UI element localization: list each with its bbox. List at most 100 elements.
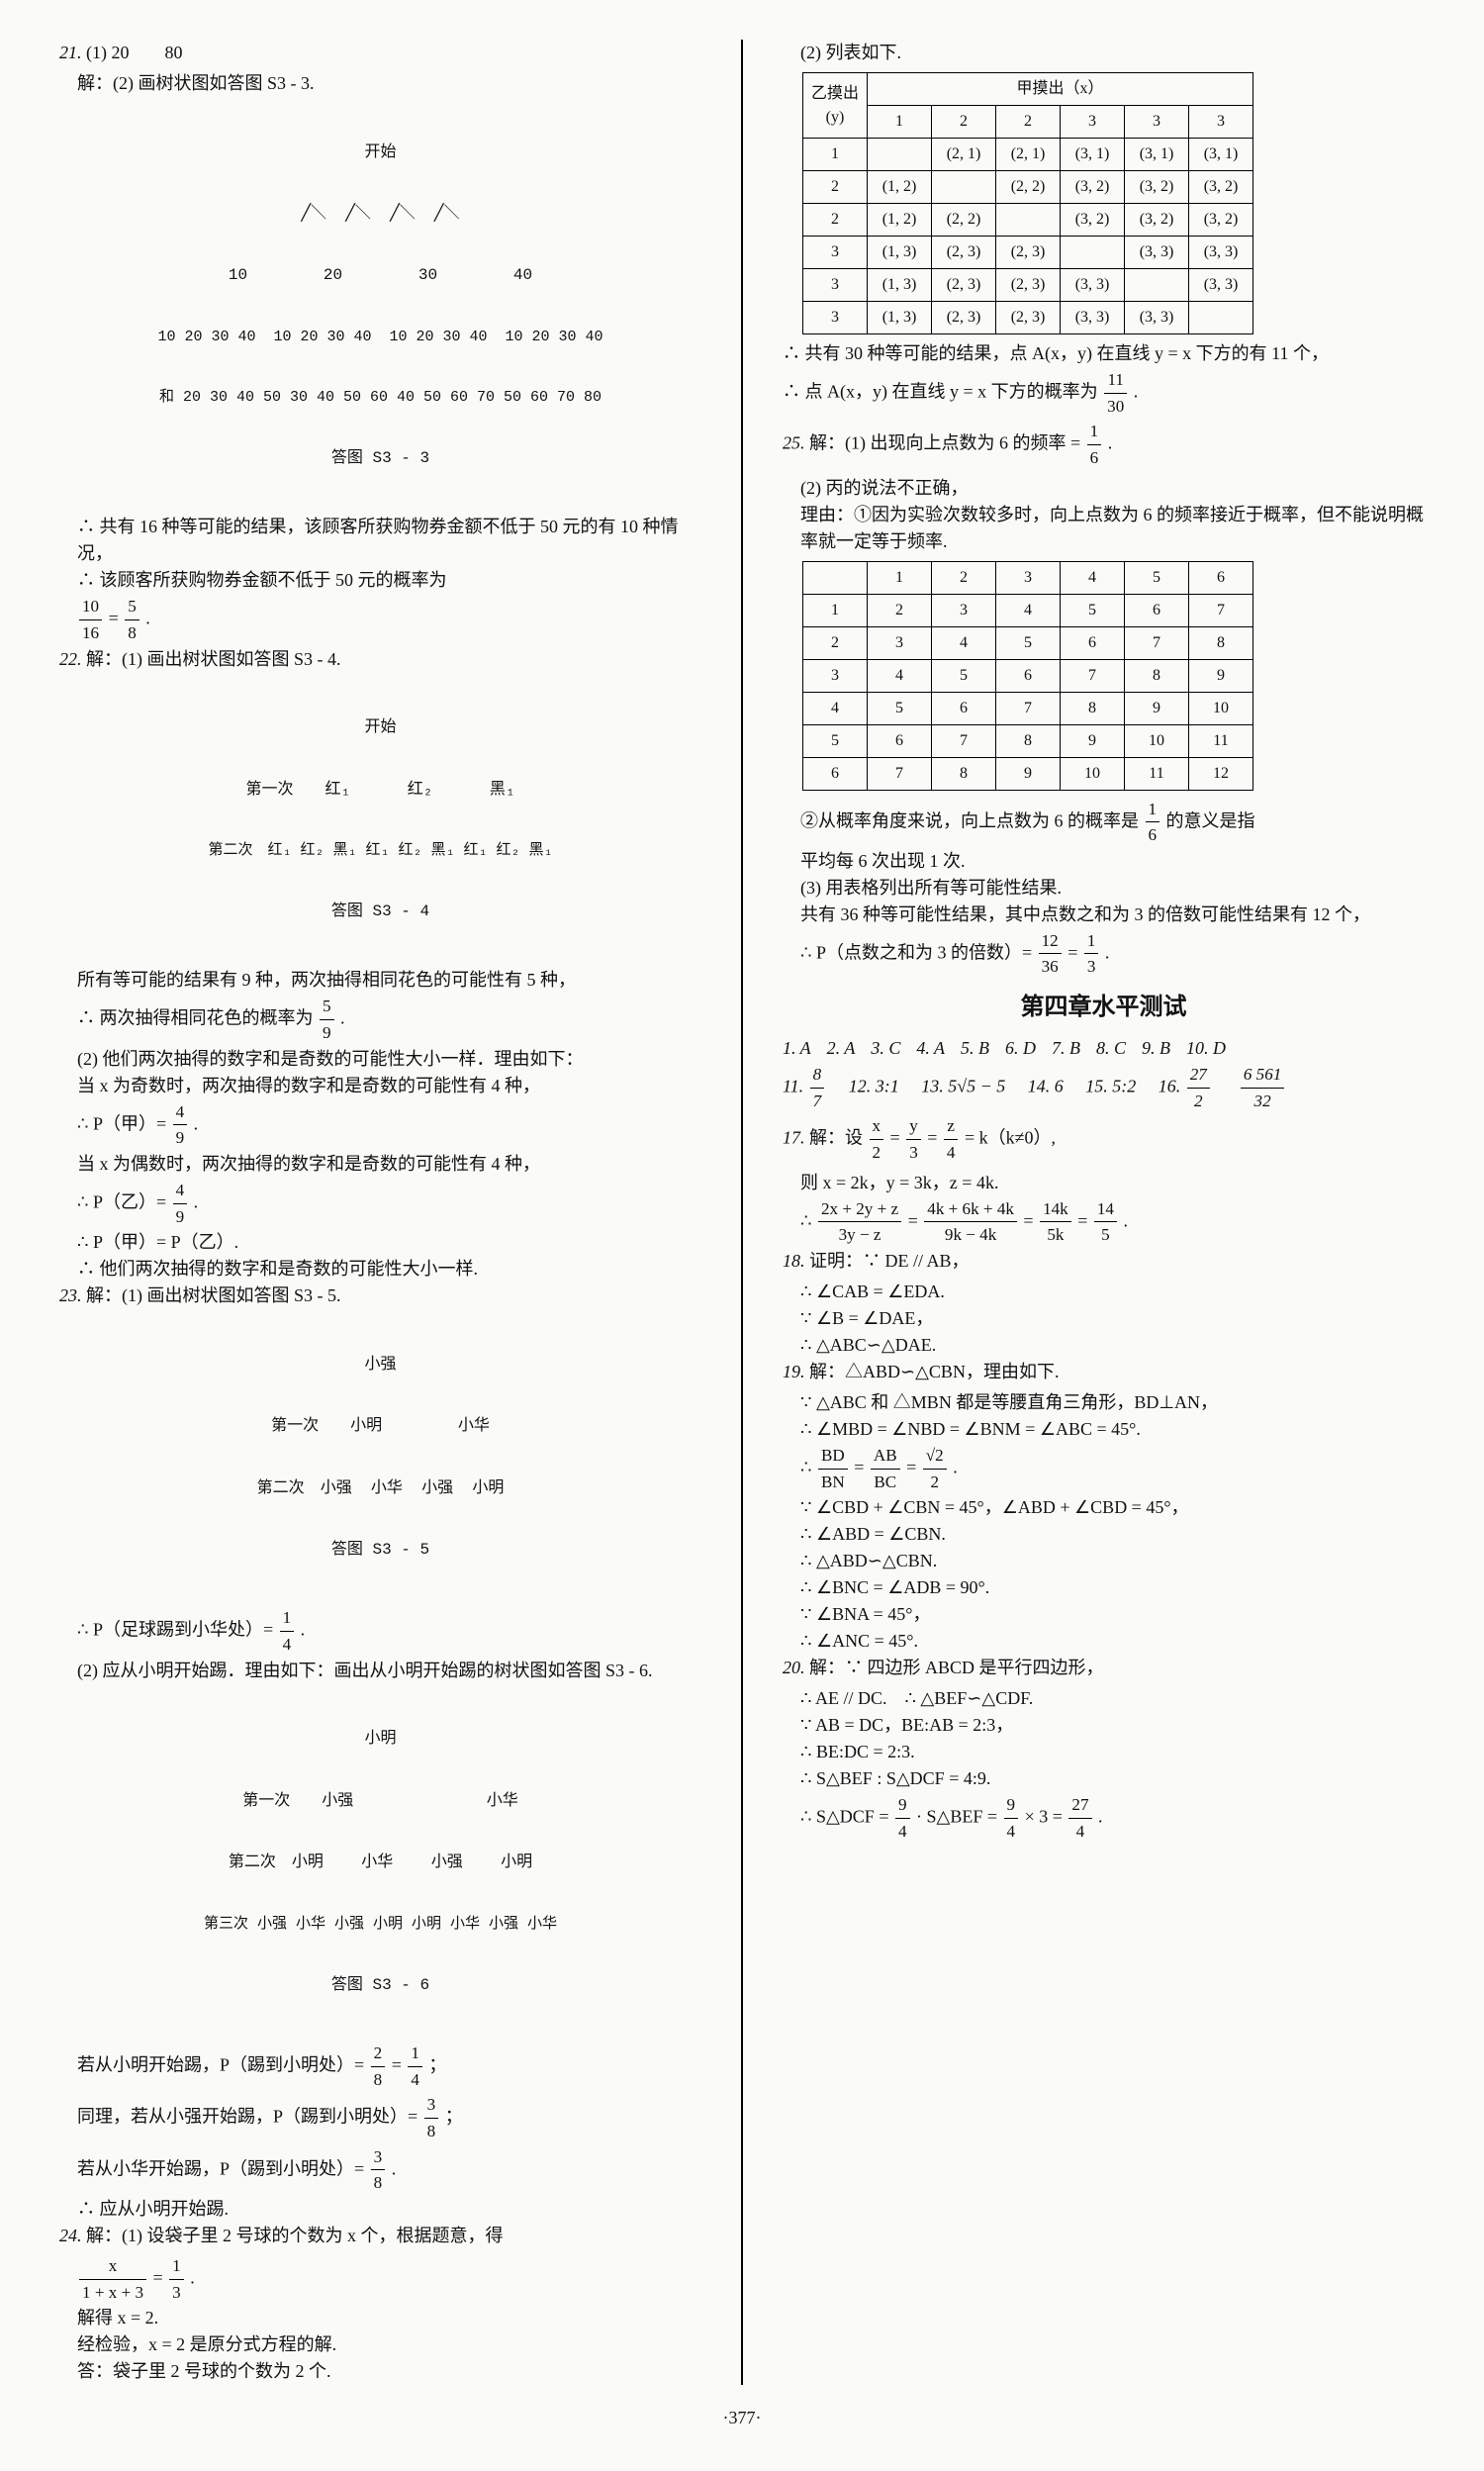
q24-s3: 经检验，x = 2 是原分式方程的解.	[59, 2331, 701, 2358]
cap: 答图 S3 - 5	[59, 1540, 701, 1561]
n: √2	[923, 1443, 947, 1470]
q23-tree1: 小强 第一次 小明 小华 第二次 小强 小华 小强 小明 答图 S3 - 5	[59, 1313, 701, 1601]
mc-item: 3. C	[871, 1035, 900, 1062]
ch4-fill: 11. 87 12. 3:1 13. 5√5 − 5 14. 6 15. 5:2…	[783, 1062, 1425, 1113]
d: 6	[1087, 445, 1102, 471]
q22-s2: ∴ 两次抽得相同花色的概率为 59 .	[59, 994, 701, 1045]
q19-s5: ∵ ∠CBD + ∠CBN = 45°，∠ABD + ∠CBD = 45°，	[783, 1494, 1425, 1521]
r1: 第一次 红₁ 红₂ 黑₁	[59, 780, 701, 801]
f13: 13. 5√5 − 5	[921, 1076, 1005, 1095]
l: 第二次	[257, 1479, 305, 1497]
mc-item: 10. D	[1186, 1035, 1226, 1062]
t16: 16.	[1159, 1076, 1185, 1095]
q21-c1: ∴ 共有 16 种等可能的结果，该顾客所获购物券金额不低于 50 元的有 10 …	[59, 514, 701, 567]
tree-l1: 10 20 30 40	[59, 265, 701, 286]
d: 3	[1084, 954, 1099, 980]
q23: 23. 解：(1) 画出树状图如答图 S3 - 5.	[59, 1283, 701, 1309]
n: 9	[895, 1792, 910, 1819]
q21: 21. (1) 20 80	[59, 40, 701, 66]
left-column: 21. (1) 20 80 解：(2) 画树状图如答图 S3 - 3. 开始 ╱…	[59, 40, 701, 2385]
q24b-s2: ∴ 点 A(x，y) 在直线 y = x 下方的概率为 1130 .	[783, 367, 1425, 419]
period: .	[145, 609, 150, 628]
t: 若从小明开始踢，P（踢到小明处）=	[77, 2054, 369, 2074]
q22-tree: 开始 第一次 红₁ 红₂ 黑₁ 第二次 红₁ 红₂ 黑₁ 红₁ 红₂ 黑₁ 红₁…	[59, 677, 701, 964]
d: 9	[173, 1125, 188, 1151]
n: x	[870, 1113, 884, 1140]
t: ∴	[800, 1457, 816, 1476]
t: ∴ S△DCF =	[800, 1807, 893, 1827]
dot: .	[1134, 381, 1139, 401]
page-columns: 21. (1) 20 80 解：(2) 画树状图如答图 S3 - 3. 开始 ╱…	[59, 40, 1425, 2385]
n: x	[79, 2253, 146, 2280]
d: 4	[1068, 1819, 1091, 1845]
d: 8	[424, 2119, 439, 2144]
t: ∴ P（乙）=	[77, 1191, 171, 1211]
q18-s4: ∴ △ABC∽△DAE.	[783, 1332, 1425, 1359]
q20-s3: ∵ AB = DC，BE:AB = 2:3，	[783, 1712, 1425, 1739]
q22-s8: ∴ P（甲）= P（乙）.	[59, 1229, 701, 1256]
q22-s3: (2) 他们两次抽得的数字和是奇数的可能性大小一样．理由如下：	[59, 1046, 701, 1073]
ch4-mc: 1. A2. A3. C4. A5. B6. D7. B8. C9. B10. …	[783, 1035, 1425, 1062]
mid2: × 3 =	[1025, 1807, 1067, 1827]
q23-s5: 若从小华开始踢，P（踢到小明处）= 38 .	[59, 2144, 701, 2196]
dot: .	[194, 1113, 199, 1133]
n: 12	[1039, 928, 1062, 955]
d: 8	[371, 2170, 386, 2196]
dot: .	[190, 2267, 195, 2287]
q22-s9: ∴ 他们两次抽得的数字和是奇数的可能性大小一样.	[59, 1256, 701, 1283]
n: 14k	[1040, 1196, 1071, 1223]
q23-num: 23.	[59, 1285, 82, 1305]
q22-s4: 当 x 为奇数时，两次抽得的数字和是奇数的可能性有 4 种，	[59, 1073, 701, 1099]
cap: 答图 S3 - 4	[59, 902, 701, 922]
mc-item: 1. A	[783, 1035, 811, 1062]
eq: =	[1067, 942, 1082, 962]
q20-s2: ∴ AE // DC. ∴ △BEF∽△CDF.	[783, 1685, 1425, 1712]
page-number: ·377·	[59, 2405, 1425, 2431]
mc-item: 4. A	[916, 1035, 945, 1062]
d: BC	[871, 1470, 900, 1495]
q23-s6: ∴ 应从小明开始踢.	[59, 2196, 701, 2223]
d: 3	[906, 1140, 921, 1166]
n: 2x + 2y + z	[818, 1196, 901, 1223]
top: 小明	[59, 1729, 701, 1750]
d: 2	[1187, 1089, 1210, 1114]
d: 16	[79, 620, 102, 646]
n: 9	[1004, 1792, 1019, 1819]
q21-tree: 开始 ╱＼ ╱＼ ╱＼ ╱＼ 10 20 30 40 10 20 30 40 1…	[59, 101, 701, 510]
tree-caption: 答图 S3 - 3	[59, 448, 701, 469]
n: 5	[320, 994, 334, 1020]
q24-eq: x1 + x + 3 = 13 .	[59, 2253, 701, 2305]
d: 4	[1004, 1819, 1019, 1845]
r2: 第二次 红₁ 红₂ 黑₁ 红₁ 红₂ 黑₁ 红₁ 红₂ 黑₁	[59, 841, 701, 861]
lbl: 第一次	[245, 781, 293, 799]
d: 1 + x + 3	[79, 2280, 146, 2306]
q24: 24. 解：(1) 设袋子里 2 号球的个数为 x 个，根据题意，得	[59, 2223, 701, 2249]
d: 7	[810, 1089, 825, 1114]
v: 小明 小华	[350, 1417, 490, 1435]
m: =	[1023, 1210, 1038, 1230]
n: z	[944, 1113, 959, 1140]
n: 4	[173, 1099, 188, 1126]
mid: · S△BEF =	[916, 1807, 1002, 1827]
tree-branches: ╱＼ ╱＼ ╱＼ ╱＼	[59, 204, 701, 225]
q23-s1: ∴ P（足球踢到小华处）= 14 .	[59, 1605, 701, 1657]
t: 同理，若从小强开始踢，P（踢到小明处）=	[77, 2107, 422, 2127]
q25-s4: ②从概率角度来说，向上点数为 6 的概率是 16 的意义是指	[783, 797, 1425, 848]
m: =	[906, 1457, 921, 1476]
q21-frac: 1016 = 58 .	[59, 594, 701, 645]
dot: .	[194, 1191, 199, 1211]
d: 6	[1146, 822, 1160, 848]
q18-s3: ∵ ∠B = ∠DAE，	[783, 1305, 1425, 1332]
q19-s9: ∵ ∠BNA = 45°，	[783, 1601, 1425, 1628]
t: 若从小华开始踢，P（踢到小明处）=	[77, 2158, 369, 2178]
top: 小强	[59, 1355, 701, 1376]
d: 32	[1241, 1089, 1284, 1114]
q25-s5: 平均每 6 次出现 1 次.	[783, 848, 1425, 875]
n: 1	[169, 2253, 184, 2280]
n: 1	[1087, 419, 1102, 445]
q20-s5: ∴ S△BEF : S△DCF = 4:9.	[783, 1765, 1425, 1792]
q20: 20. 解：∵ 四边形 ABCD 是平行四边形，	[783, 1655, 1425, 1681]
val: 红₁ 红₂ 黑₁ 红₁ 红₂ 黑₁ 红₁ 红₂ 黑₁	[268, 842, 553, 859]
q22-s1: 所有等可能的结果有 9 种，两次抽得相同花色的可能性有 5 种，	[59, 967, 701, 994]
q25-s8: ∴ P（点数之和为 3 的倍数）= 1236 = 13 .	[783, 928, 1425, 980]
